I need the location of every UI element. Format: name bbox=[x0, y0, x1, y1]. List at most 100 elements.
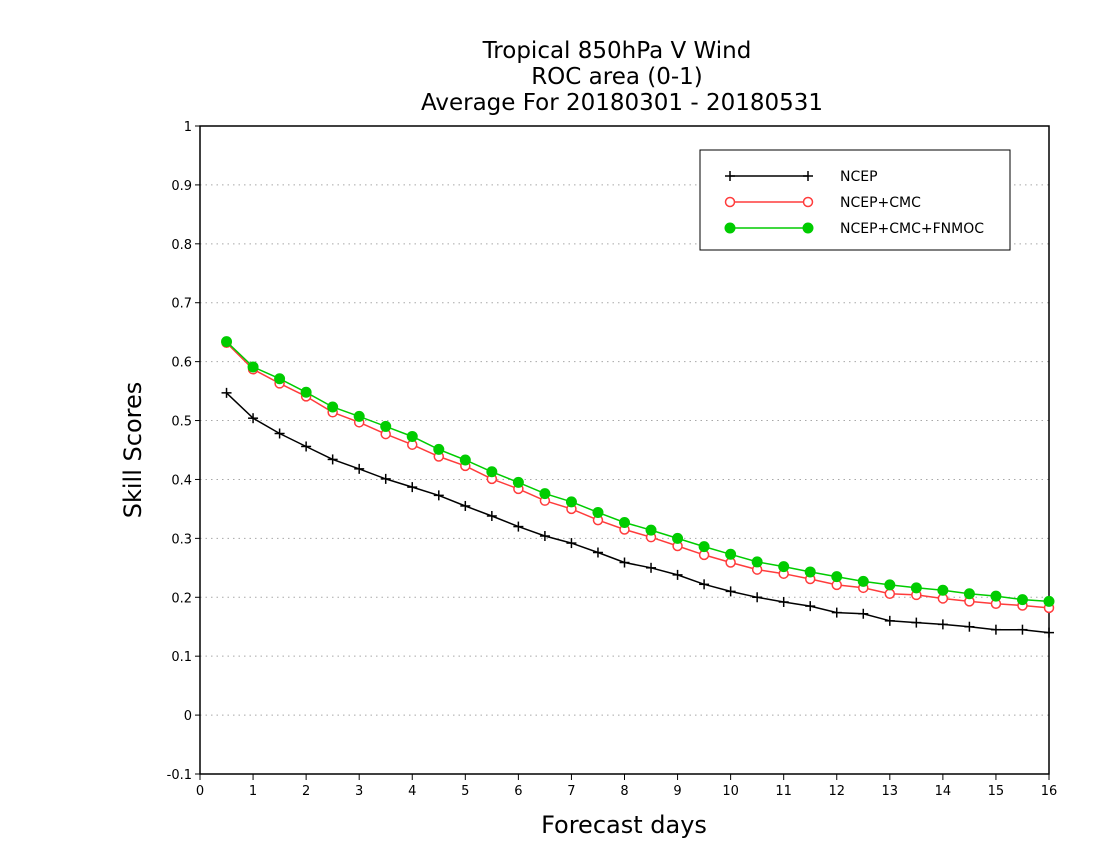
point-marker bbox=[327, 401, 339, 413]
point-marker bbox=[831, 607, 842, 618]
point-marker bbox=[300, 386, 312, 398]
chart-title-line-2: ROC area (0-1) bbox=[531, 64, 703, 90]
point-marker bbox=[1016, 594, 1028, 606]
gridlines bbox=[200, 184, 1049, 716]
point-marker bbox=[804, 566, 816, 578]
x-tick-label: 15 bbox=[988, 784, 1005, 799]
point-marker bbox=[380, 420, 392, 432]
point-marker bbox=[539, 488, 551, 500]
legend-label: NCEP+CMC+FNMOC bbox=[840, 221, 984, 237]
point-marker bbox=[248, 413, 259, 424]
point-marker bbox=[592, 506, 604, 518]
point-marker bbox=[353, 410, 365, 422]
legend-label: NCEP+CMC bbox=[840, 195, 921, 211]
x-tick-label: 12 bbox=[828, 784, 845, 799]
point-marker bbox=[460, 500, 471, 511]
point-marker bbox=[221, 387, 232, 398]
point-marker bbox=[513, 521, 524, 532]
point-marker bbox=[725, 586, 736, 597]
point-marker bbox=[937, 584, 949, 596]
point-marker bbox=[964, 621, 975, 632]
series-layer bbox=[221, 336, 1055, 638]
point-marker bbox=[884, 579, 896, 591]
point-marker bbox=[539, 531, 550, 542]
point-marker bbox=[725, 171, 735, 181]
x-tick-label: 3 bbox=[355, 784, 363, 799]
y-tick-label: 0.7 bbox=[171, 297, 192, 312]
point-marker bbox=[301, 441, 312, 452]
y-tick-label: 0.1 bbox=[171, 650, 192, 665]
x-tick-label: 1 bbox=[249, 784, 257, 799]
point-marker bbox=[619, 516, 630, 528]
point-marker bbox=[380, 473, 391, 484]
point-marker bbox=[1043, 595, 1055, 607]
point-marker bbox=[247, 361, 259, 373]
y-tick-label: 1 bbox=[184, 120, 192, 135]
point-marker bbox=[1017, 624, 1028, 635]
point-marker bbox=[699, 579, 710, 590]
point-marker bbox=[459, 454, 471, 466]
x-tick-label: 9 bbox=[673, 784, 681, 799]
legend-box bbox=[699, 149, 1011, 251]
axis-ticks: -0.100.10.20.30.40.50.60.70.80.910 1 2 3 4 5 6… bbox=[167, 120, 1058, 799]
x-tick-label: 10 bbox=[722, 784, 739, 799]
point-marker bbox=[831, 571, 843, 583]
y-axis-title: Skill Scores bbox=[119, 382, 147, 519]
point-marker bbox=[327, 454, 338, 465]
y-tick-label: 0.5 bbox=[171, 415, 192, 430]
y-tick-label: 0.2 bbox=[171, 591, 192, 606]
y-tick-label: 0.3 bbox=[171, 532, 192, 547]
x-tick-label: 13 bbox=[882, 784, 899, 799]
legend-label: NCEP bbox=[840, 169, 878, 185]
point-marker bbox=[274, 428, 285, 439]
point-marker bbox=[698, 541, 710, 553]
y-tick-label: 0.8 bbox=[171, 238, 192, 253]
point-marker bbox=[778, 561, 790, 573]
series-ncep-cmc-fnmoc bbox=[221, 336, 1055, 607]
chart-title-line-1: Tropical 850hPa V Wind bbox=[482, 38, 752, 64]
point-marker bbox=[433, 490, 444, 501]
point-marker bbox=[592, 547, 603, 558]
point-marker bbox=[512, 476, 524, 488]
point-marker bbox=[802, 222, 814, 234]
series-line bbox=[225, 341, 1050, 603]
x-tick-label: 16 bbox=[1041, 784, 1058, 799]
point-marker bbox=[803, 171, 813, 181]
point-marker bbox=[910, 582, 922, 594]
point-marker bbox=[433, 443, 445, 455]
point-marker bbox=[645, 524, 657, 536]
series-line bbox=[225, 342, 1050, 609]
point-marker bbox=[937, 619, 948, 630]
x-tick-label: 2 bbox=[302, 784, 310, 799]
point-marker bbox=[724, 222, 736, 234]
point-marker bbox=[274, 373, 286, 385]
point-marker bbox=[752, 592, 763, 603]
point-marker bbox=[406, 430, 418, 442]
x-tick-label: 4 bbox=[408, 784, 416, 799]
point-marker bbox=[619, 557, 630, 568]
point-marker bbox=[884, 615, 895, 626]
x-axis-title: Forecast days bbox=[541, 811, 707, 839]
point-marker bbox=[565, 496, 577, 508]
x-tick-label: 7 bbox=[567, 784, 575, 799]
point-marker bbox=[911, 617, 922, 628]
x-tick-label: 6 bbox=[514, 784, 522, 799]
y-tick-label: 0.4 bbox=[171, 473, 192, 488]
point-marker bbox=[486, 510, 497, 521]
legend-item: NCEP+CMC+FNMOC bbox=[724, 221, 984, 237]
point-marker bbox=[221, 336, 233, 348]
y-tick-label: -0.1 bbox=[167, 768, 192, 783]
series-ncep-cmc bbox=[221, 337, 1055, 614]
point-marker bbox=[725, 548, 737, 560]
point-marker bbox=[566, 538, 577, 549]
y-tick-label: 0 bbox=[184, 709, 192, 724]
chart-title-line-3: Average For 20180301 - 20180531 bbox=[421, 90, 823, 116]
point-marker bbox=[858, 608, 869, 619]
legend-item: NCEP+CMC bbox=[724, 195, 921, 211]
point-marker bbox=[672, 569, 683, 580]
point-marker bbox=[751, 556, 763, 568]
point-marker bbox=[672, 532, 684, 544]
point-marker bbox=[486, 466, 498, 478]
point-marker bbox=[805, 601, 816, 612]
